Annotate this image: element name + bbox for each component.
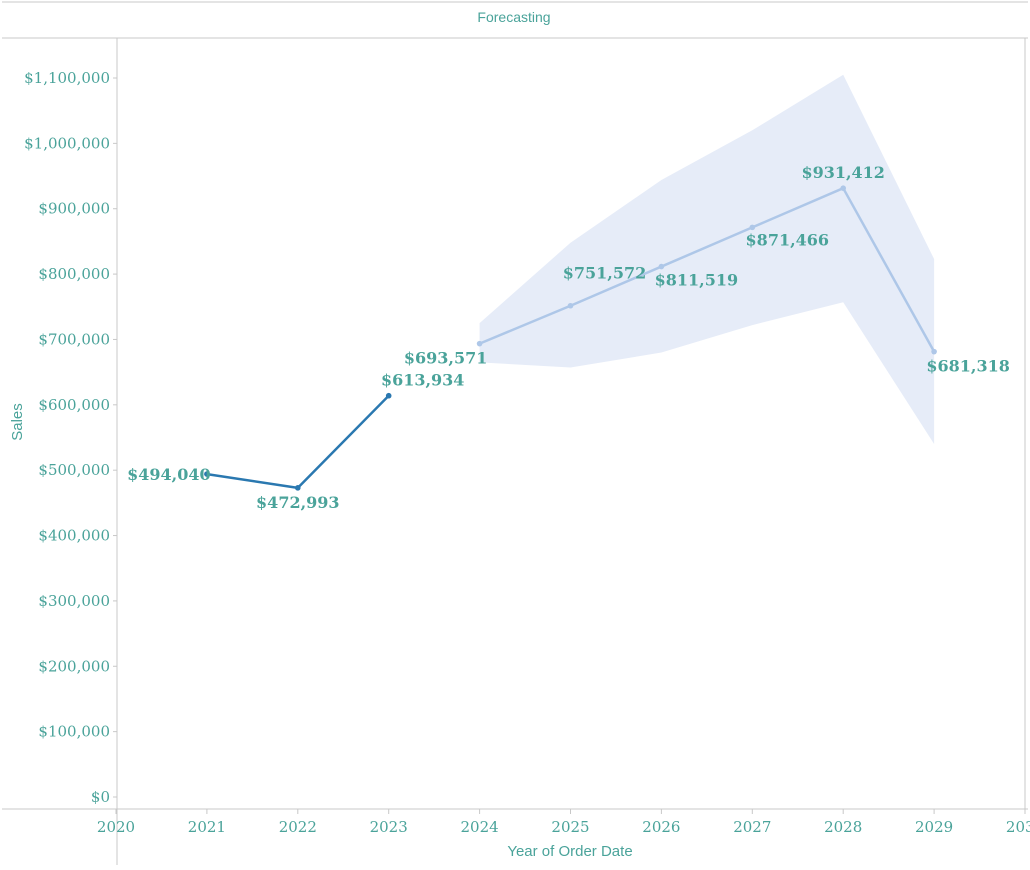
actual-series-line [206,394,390,490]
forecast-data-point[interactable] [749,224,756,231]
forecast-data-label: $811,519 [655,271,739,290]
x-tick-label: 2024 [461,818,499,836]
y-tick-label: $900,000 [38,200,110,218]
x-tick-label: 2029 [915,818,953,836]
y-tick-label: $1,100,000 [24,69,110,87]
actual-data-label: $494,040 [127,465,211,484]
forecast-data-label: $871,466 [746,230,830,249]
forecast-data-label: $751,572 [563,264,647,283]
series-layer [204,185,937,491]
forecast-data-point[interactable] [658,263,665,270]
actual-data-point[interactable] [385,392,392,399]
forecast-data-label: $681,318 [926,357,1010,376]
prediction-band-layer [479,74,935,445]
actual-data-label: $613,934 [381,371,465,390]
y-tick-label: $100,000 [38,723,110,741]
x-axis-ticks: 2020 2021 2022 2023 2024 2025 2026 2027 2028 2029… [97,809,1030,836]
y-tick-label: $1,000,000 [24,134,110,152]
x-tick-label: 2021 [188,818,226,836]
x-tick-label: 2022 [279,818,317,836]
forecast-data-label: $931,412 [801,163,885,182]
forecast-data-point[interactable] [476,340,483,347]
y-tick-label: $600,000 [38,396,110,414]
forecast-data-label: $693,571 [404,349,488,368]
y-tick-label: $0 [91,788,110,806]
data-labels: $494,040 $472,993 $613,934 $693,571 $751,572… [127,163,1010,512]
x-tick-label: 2025 [551,818,589,836]
x-tick-label: 2030 [1006,818,1030,836]
y-axis-title: Sales [9,403,26,441]
y-tick-label: $300,000 [38,592,110,610]
actual-data-label: $472,993 [256,493,340,512]
y-tick-label: $200,000 [38,657,110,675]
x-tick-label: 2026 [642,818,680,836]
y-tick-label: $800,000 [38,265,110,283]
forecast-data-point[interactable] [567,302,574,309]
prediction-band [479,74,935,445]
y-tick-label: $700,000 [38,330,110,348]
x-tick-label: 2023 [370,818,408,836]
x-tick-label: 2028 [824,818,862,836]
forecast-data-point[interactable] [840,185,846,191]
forecast-data-point[interactable] [931,348,937,355]
y-tick-label: $500,000 [38,461,110,479]
y-tick-label: $400,000 [38,527,110,545]
y-axis-ticks: $0 $100,000 $200,000 $300,000 $400,000 $500,0… [24,69,117,806]
actual-data-point[interactable] [295,485,301,491]
chart-title: Forecasting [477,9,550,25]
x-tick-label: 2027 [733,818,771,836]
forecast-series-line [479,186,936,353]
x-tick-label: 2020 [97,818,135,836]
actual-data-point[interactable] [204,471,210,477]
x-axis-title: Year of Order Date [507,843,632,860]
